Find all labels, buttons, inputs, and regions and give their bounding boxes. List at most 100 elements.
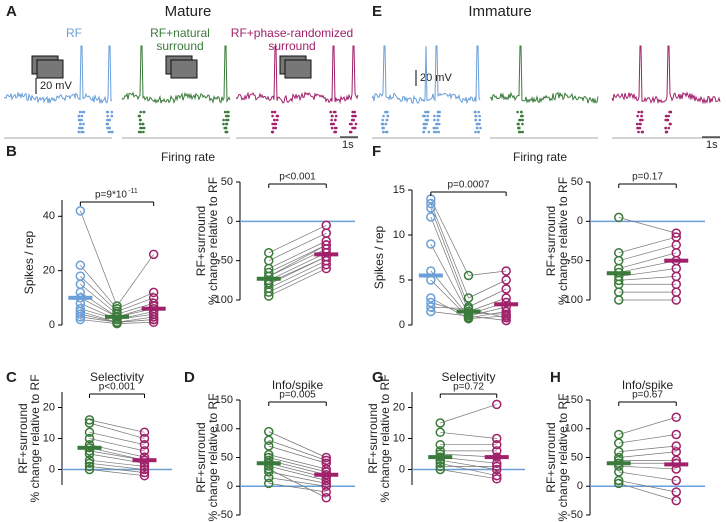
trace bbox=[235, 45, 359, 105]
y-tick-label: 20 bbox=[43, 265, 55, 277]
raster-dot bbox=[275, 118, 279, 122]
raster-dot bbox=[82, 122, 85, 126]
raster-dot bbox=[385, 130, 389, 134]
raster-dot bbox=[474, 114, 477, 118]
raster-dot bbox=[519, 110, 523, 114]
mean-bar bbox=[494, 302, 519, 307]
scale-label: 20 mV bbox=[420, 72, 452, 84]
y-tick-label: 150 bbox=[565, 394, 583, 406]
pair-line bbox=[80, 264, 118, 309]
pair-line bbox=[440, 469, 497, 480]
raster-dot bbox=[521, 130, 524, 134]
raster-dot bbox=[275, 114, 279, 118]
raster-dot bbox=[635, 122, 639, 126]
raster-dot bbox=[477, 130, 480, 134]
p-value: p=9*10 bbox=[95, 190, 127, 201]
raster-dot bbox=[273, 110, 276, 114]
pair-line bbox=[268, 240, 327, 269]
pair-line bbox=[430, 198, 469, 276]
data-point bbox=[148, 314, 159, 325]
raster-dot bbox=[433, 118, 436, 122]
y-axis-label: % change relative to RF bbox=[556, 177, 570, 305]
raster-dot bbox=[139, 110, 143, 114]
raster-dot bbox=[423, 114, 426, 118]
data-point bbox=[264, 467, 274, 477]
raster-dot bbox=[350, 118, 354, 122]
pair-line bbox=[440, 404, 497, 424]
raster-dot bbox=[637, 110, 640, 114]
y-tick-label: -50 bbox=[217, 255, 233, 267]
data-point bbox=[492, 433, 502, 444]
raster-dot bbox=[80, 130, 83, 134]
data-point bbox=[426, 239, 436, 249]
pair-line bbox=[268, 483, 327, 493]
pair-line bbox=[268, 439, 327, 461]
raster-dot bbox=[78, 110, 82, 114]
raster-dot bbox=[351, 126, 354, 130]
panel-label: G bbox=[372, 369, 384, 386]
raster-dot bbox=[227, 114, 230, 118]
scale-label: 1s bbox=[342, 139, 354, 151]
raster-dot bbox=[271, 122, 274, 126]
raster-dot bbox=[110, 110, 114, 114]
data-point bbox=[139, 427, 150, 438]
data-point bbox=[148, 317, 159, 328]
y-tick-label: 20 bbox=[43, 401, 55, 413]
y-axis-label: Spikes / rep bbox=[22, 230, 36, 294]
mean-bar bbox=[256, 461, 281, 466]
pair-line bbox=[618, 483, 677, 501]
panel-label: A bbox=[6, 3, 17, 20]
raster-dot bbox=[351, 114, 354, 118]
panel-label: C bbox=[6, 369, 17, 386]
pair-line bbox=[268, 244, 327, 273]
data-point bbox=[501, 275, 511, 285]
raster-dot bbox=[437, 122, 441, 126]
panel-title: Info/spike bbox=[622, 378, 674, 392]
data-point bbox=[426, 306, 436, 317]
section-title: Firing rate bbox=[513, 150, 567, 164]
y-tick-label: 50 bbox=[571, 176, 583, 188]
raster-dot bbox=[138, 122, 142, 126]
raster-dot bbox=[423, 122, 427, 126]
y-axis-label: RF+surround bbox=[16, 403, 30, 473]
y-tick-label: 50 bbox=[221, 176, 233, 188]
pair-line bbox=[618, 416, 677, 435]
data-point bbox=[671, 429, 681, 440]
raster-dot bbox=[270, 130, 274, 134]
pair-line bbox=[89, 431, 145, 446]
raster-dot bbox=[664, 126, 667, 130]
stimulus-icons bbox=[31, 55, 312, 79]
data-point bbox=[75, 206, 86, 216]
raster-dot bbox=[521, 118, 525, 122]
y-axis-label: % change relative to RF bbox=[378, 374, 392, 502]
y-tick-label: 100 bbox=[565, 423, 583, 435]
data-point bbox=[321, 493, 331, 503]
raster-dot bbox=[349, 130, 353, 134]
pair-line bbox=[618, 252, 677, 269]
pair-line bbox=[116, 292, 154, 310]
pair-line bbox=[440, 431, 497, 439]
pair-line bbox=[116, 319, 154, 323]
data-point bbox=[264, 287, 274, 297]
y-axis-label: % change relative to RF bbox=[206, 177, 220, 305]
data-point bbox=[614, 275, 624, 286]
raster-dot bbox=[427, 130, 431, 134]
y-tick-label: 100 bbox=[215, 423, 233, 435]
pair-line bbox=[618, 465, 677, 470]
raster-dot bbox=[353, 110, 357, 114]
data-point bbox=[435, 418, 445, 428]
data-point bbox=[139, 464, 150, 475]
y-axis-label: RF+surround bbox=[194, 206, 208, 276]
raster-dot bbox=[474, 130, 477, 134]
raster-dot bbox=[77, 130, 81, 134]
raster-dot bbox=[384, 122, 388, 126]
data-point bbox=[426, 203, 436, 213]
raster-dot bbox=[435, 122, 439, 126]
p-value: p=0.17 bbox=[632, 172, 663, 183]
pair-line bbox=[468, 288, 507, 308]
data-point bbox=[501, 306, 511, 317]
raster-dot bbox=[354, 122, 358, 126]
y-tick-label: 0 bbox=[399, 463, 405, 475]
raster-dot bbox=[79, 122, 82, 126]
trace bbox=[3, 45, 113, 105]
